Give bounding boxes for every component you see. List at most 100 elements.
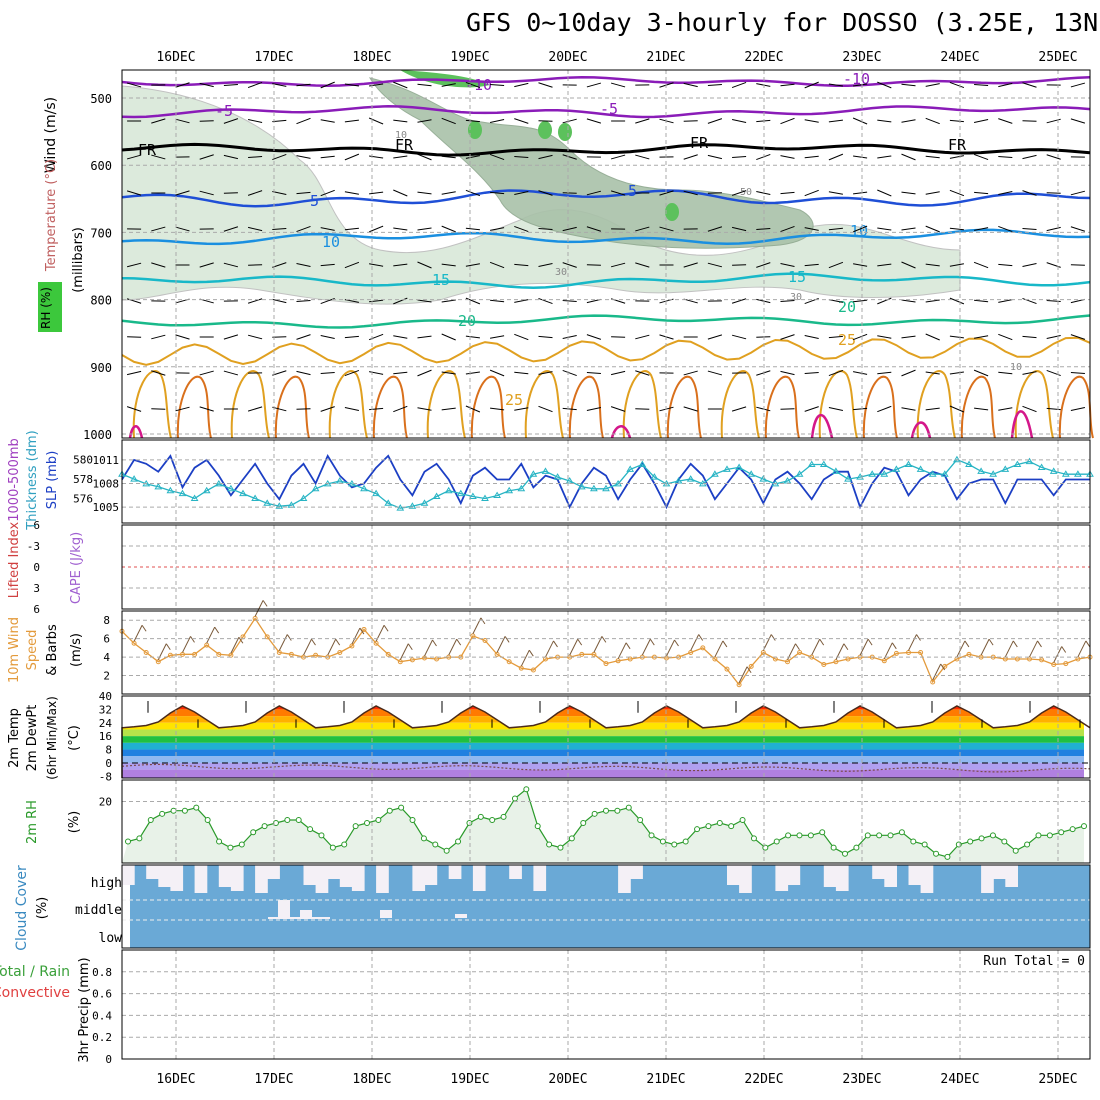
wind-barb [901, 119, 916, 123]
wind10-barb [230, 637, 240, 654]
rh2m-marker [147, 816, 154, 823]
wind-speed-marker [579, 651, 585, 657]
wind-speed-marker [821, 661, 827, 667]
wind-speed-marker [216, 651, 222, 657]
magenta-cell [128, 425, 144, 439]
wind-barb [780, 370, 795, 376]
wind-barb [586, 118, 602, 124]
wind-barb [1046, 154, 1061, 160]
wind-barb [998, 82, 1013, 88]
wind-barb [126, 406, 142, 412]
pressure-tick-label: 700 [90, 226, 112, 240]
wind-barb [974, 299, 989, 303]
wind-barb [586, 190, 602, 196]
cloud-high-bar [339, 865, 353, 887]
wind-barb [610, 190, 626, 196]
wind-barb [1046, 118, 1061, 124]
wind-barb [925, 225, 940, 233]
bottom-date-label: 24DEC [940, 1072, 979, 1087]
thickness-marker [481, 494, 489, 501]
wind-barb [320, 263, 335, 267]
wind-barb [780, 155, 795, 159]
wind-barb [127, 336, 142, 338]
wind-barb [126, 190, 142, 196]
wind-barb [925, 371, 940, 375]
wind10-barb-tick [383, 625, 389, 632]
wind-barb [998, 371, 1013, 375]
orange-cell [1014, 370, 1054, 439]
wind-barb [441, 371, 456, 375]
wind-barb [151, 118, 166, 124]
rh-green-patch [468, 121, 482, 139]
wind10-barb-tick [867, 638, 873, 646]
isotherm-line [121, 105, 1091, 119]
rh2m-marker [807, 832, 814, 839]
wind-barb [998, 263, 1013, 267]
wind10-barb-tick [456, 638, 462, 646]
thickness-marker [432, 492, 441, 500]
panel-frame [121, 779, 1091, 864]
rh2m-marker [716, 820, 723, 827]
wind-barb [949, 335, 964, 339]
wind-barb [852, 333, 868, 341]
wind10-barb-tick [553, 640, 558, 648]
wind-axis-label: Wind (m/s) [43, 97, 59, 173]
wind-barb [853, 407, 868, 411]
thickness-marker [626, 465, 635, 472]
wind-speed-marker [797, 650, 803, 655]
wind10-barb-tick [746, 666, 752, 674]
orange-cell [328, 370, 368, 439]
wind-barb [804, 335, 819, 339]
wind-barb [441, 191, 456, 195]
wind-barb [223, 370, 239, 376]
thickness-marker [541, 467, 550, 474]
wind-barb [973, 153, 989, 161]
rh2m-marker [842, 850, 848, 857]
wind-barb [949, 81, 965, 89]
wind-barb [804, 372, 819, 374]
wind-barb [756, 83, 771, 87]
rh2m-marker [603, 807, 609, 814]
wind-barb [974, 335, 989, 339]
wind-barb [1070, 82, 1086, 88]
wind-barb [707, 262, 723, 268]
wind-barb [369, 371, 384, 375]
wind10-barb-tick [795, 643, 800, 650]
wind10-barb [254, 600, 264, 617]
wind-barb [417, 83, 432, 87]
thickness-marker [650, 473, 659, 480]
rh-shade-dark [368, 77, 814, 249]
wind10-barb-tick [238, 636, 244, 644]
wind-barb [610, 82, 626, 88]
wind-barb [683, 370, 698, 376]
wind-barb [610, 406, 626, 412]
wind-barb [1070, 407, 1086, 411]
rh2m-marker [682, 838, 689, 845]
rh2m-marker [364, 820, 370, 827]
wind-barb [248, 156, 263, 158]
rh2m-marker [933, 850, 940, 857]
wind-barb [1070, 118, 1086, 124]
thickness-marker [953, 455, 961, 463]
wind-barb [998, 191, 1013, 195]
wind10-barb-tick [407, 643, 413, 650]
darkorange-cell [372, 375, 408, 439]
precip-label-3: 3hr Precip (mm) [77, 957, 92, 1062]
wind-barb [804, 155, 819, 159]
wind-barb [683, 262, 698, 268]
cloud-high-bar [327, 865, 341, 879]
wind-barb [272, 191, 287, 195]
wind-barb [393, 335, 408, 339]
wind10-barb [448, 638, 458, 656]
wind-barb [538, 263, 553, 267]
cloud-label-2: (%) [35, 897, 50, 920]
contour-label: 50 [740, 187, 752, 198]
wind-barb [223, 118, 239, 124]
thickness-marker [928, 470, 937, 477]
wind10-label-4: & Barbs [45, 624, 60, 676]
thickness-marker [239, 489, 247, 497]
wind-barb [368, 117, 384, 125]
wind-barb [441, 155, 456, 159]
wind-barb [1046, 369, 1061, 377]
wind-barb [296, 300, 311, 302]
